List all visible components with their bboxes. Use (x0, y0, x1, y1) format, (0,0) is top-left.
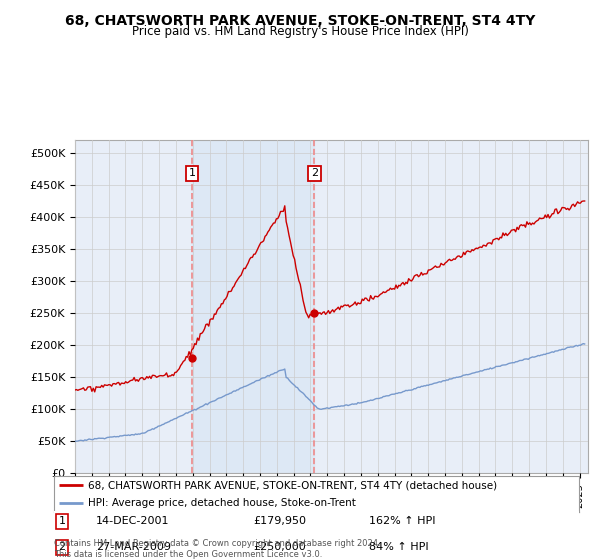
Text: 68, CHATSWORTH PARK AVENUE, STOKE-ON-TRENT, ST4 4TY: 68, CHATSWORTH PARK AVENUE, STOKE-ON-TRE… (65, 14, 535, 28)
Text: 68, CHATSWORTH PARK AVENUE, STOKE-ON-TRENT, ST4 4TY (detached house): 68, CHATSWORTH PARK AVENUE, STOKE-ON-TRE… (88, 480, 497, 490)
Text: £250,000: £250,000 (254, 542, 306, 552)
Text: 1: 1 (188, 169, 196, 178)
Text: 27-MAR-2009: 27-MAR-2009 (96, 542, 171, 552)
Text: 84% ↑ HPI: 84% ↑ HPI (369, 542, 428, 552)
Text: Contains HM Land Registry data © Crown copyright and database right 2024.
This d: Contains HM Land Registry data © Crown c… (54, 539, 380, 559)
Text: 162% ↑ HPI: 162% ↑ HPI (369, 516, 436, 526)
Text: 2: 2 (311, 169, 318, 178)
Text: 1: 1 (58, 516, 65, 526)
Bar (192, 140, 314, 473)
Text: 14-DEC-2001: 14-DEC-2001 (96, 516, 170, 526)
Text: HPI: Average price, detached house, Stoke-on-Trent: HPI: Average price, detached house, Stok… (88, 498, 356, 508)
Text: £179,950: £179,950 (254, 516, 307, 526)
Text: 2: 2 (58, 542, 65, 552)
Text: Price paid vs. HM Land Registry's House Price Index (HPI): Price paid vs. HM Land Registry's House … (131, 25, 469, 38)
